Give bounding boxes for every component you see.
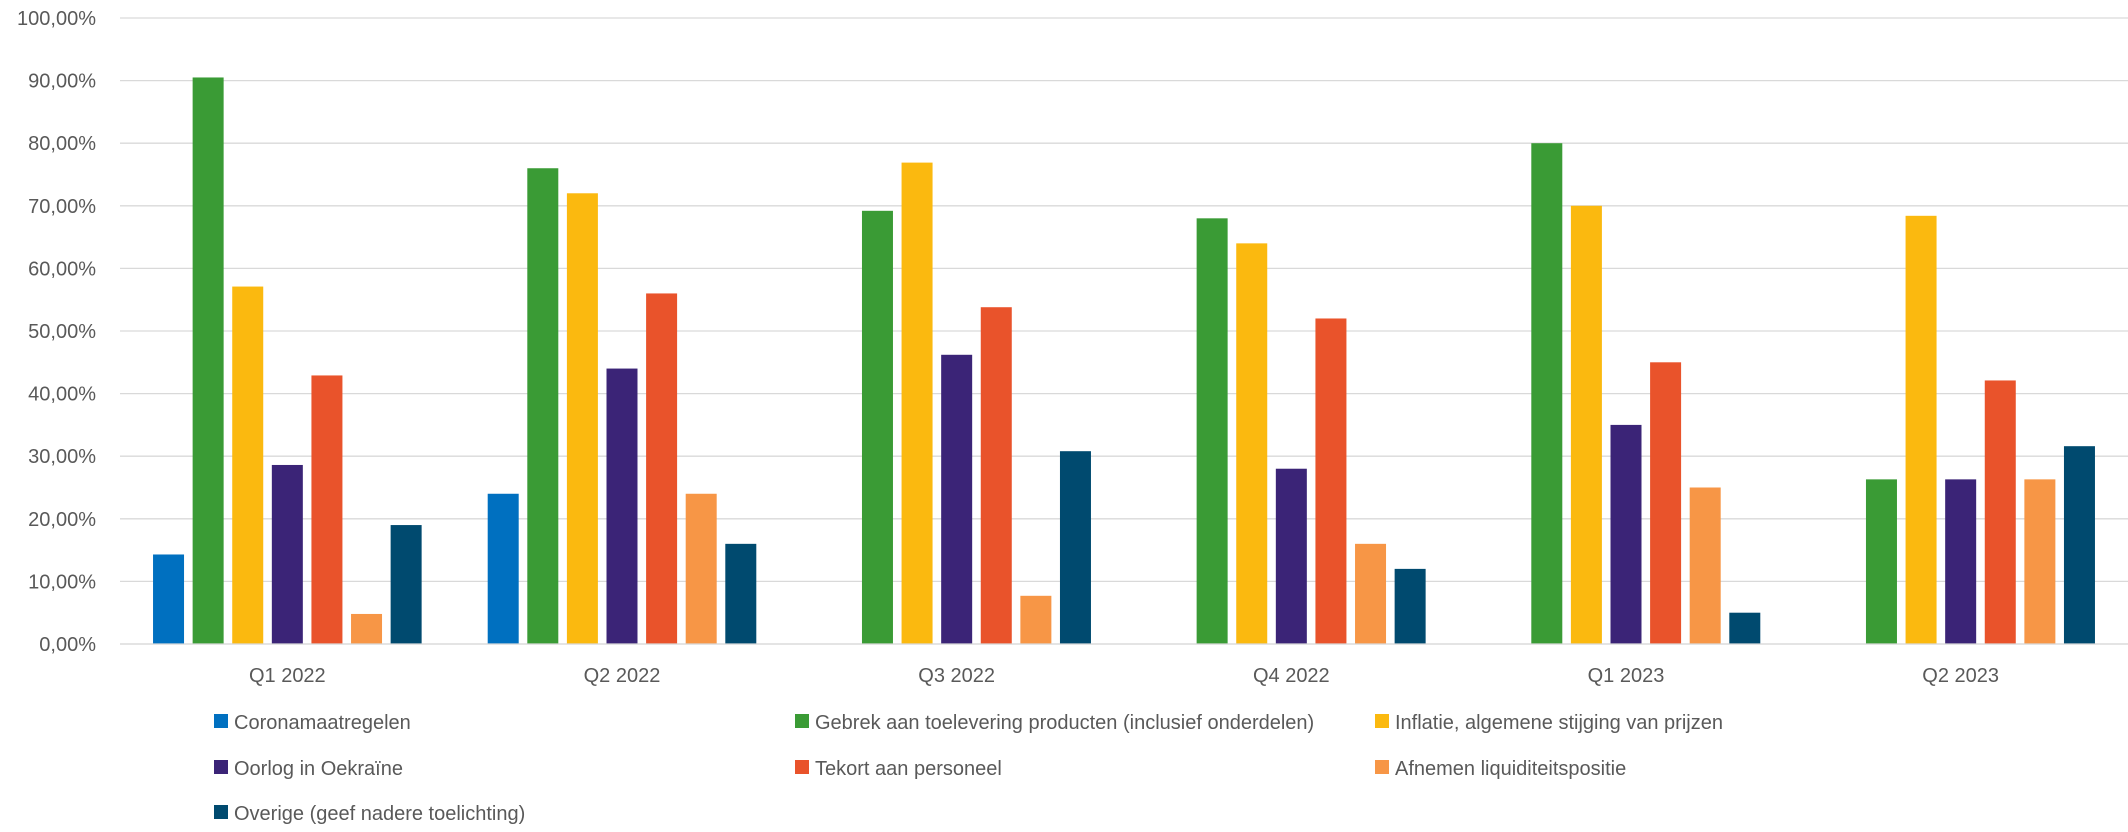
y-tick-label: 100,00% [17,8,96,30]
bar-q1-2022-series-3 [271,464,303,644]
bar-q2-2022-series-5 [685,493,717,644]
bar-q1-2023-series-5 [1689,487,1721,644]
bar-q2-2023-series-6 [2063,446,2095,644]
bar-q2-2023-series-2 [1905,215,1937,645]
bar-q3-2022-series-6 [1059,451,1091,644]
y-tick-label: 70,00% [28,196,96,218]
bar-q2-2022-series-6 [725,543,757,644]
bar-q2-2023-series-4 [1984,380,2016,644]
y-tick-label: 10,00% [28,571,96,593]
bar-q1-2023-series-4 [1650,362,1682,644]
x-tick-label: Q1 2023 [1588,665,1665,687]
legend-swatch [795,714,809,728]
legend-swatch [795,760,809,774]
y-tick-label: 50,00% [28,321,96,343]
bar-q1-2022-series-4 [311,375,343,644]
legend-label: Coronamaatregelen [234,712,411,734]
bar-q1-2023-series-6 [1729,612,1761,644]
x-axis: Q1 2022 Q2 2022 Q3 2022 Q4 2022 Q1 2023 Q2 20… [120,643,2128,687]
bar-q3-2022-series-4 [980,307,1012,644]
y-tick-label: 80,00% [28,133,96,155]
bar-q2-2023-series-5 [2024,479,2056,644]
legend-label: Oorlog in Oekraïne [234,758,403,780]
gridlines [120,17,2128,645]
x-tick-label: Q2 2023 [1922,665,1999,687]
legend-swatch [214,805,228,819]
bar-q1-2023-series-1 [1531,143,1563,644]
bar-q3-2022-series-2 [901,162,933,644]
legend-swatch [214,760,228,774]
x-tick-label: Q2 2022 [584,665,661,687]
y-tick-label: 20,00% [28,509,96,531]
y-tick-label: 30,00% [28,446,96,468]
legend: Coronamaatregelen Gebrek aan toelevering … [214,712,1723,825]
legend-swatch [1375,714,1389,728]
legend-swatch [1375,760,1389,774]
bar-q2-2022-series-2 [566,193,598,644]
bar-q2-2023-series-1 [1865,479,1897,644]
x-tick-label: Q1 2022 [249,665,326,687]
y-axis-tick-labels: 0,00% 10,00% 20,00% 30,00% 40,00% 50,00% 60,00… [17,8,96,656]
legend-label: Afnemen liquiditeitspositie [1395,758,1626,780]
bar-q4-2022-series-3 [1275,468,1307,644]
bar-q3-2022-series-5 [1020,595,1052,644]
y-tick-label: 60,00% [28,258,96,280]
y-tick-label: 0,00% [39,634,96,656]
y-tick-label: 40,00% [28,384,96,406]
bar-q4-2022-series-1 [1196,218,1228,644]
bars [153,77,2095,645]
bar-q1-2022-series-5 [351,613,383,644]
bar-q2-2022-series-4 [646,293,678,644]
bar-q4-2022-series-4 [1315,318,1347,644]
legend-swatch [214,714,228,728]
bar-q1-2022-series-0 [153,554,185,644]
x-tick-label: Q3 2022 [918,665,995,687]
legend-label: Gebrek aan toelevering producten (inclus… [815,712,1314,734]
y-tick-label: 90,00% [28,71,96,93]
bar-q1-2022-series-2 [232,286,264,644]
bar-q1-2022-series-1 [192,77,224,645]
legend-label: Tekort aan personeel [815,758,1002,780]
bar-q3-2022-series-3 [941,354,973,644]
bar-q4-2022-series-2 [1236,243,1268,645]
legend-label: Inflatie, algemene stijging van prijzen [1395,712,1723,734]
bar-q1-2022-series-6 [390,525,422,644]
bar-q4-2022-series-5 [1355,543,1387,644]
bar-q2-2022-series-1 [527,168,559,645]
bar-q2-2022-series-3 [606,368,638,644]
bar-q2-2023-series-3 [1945,479,1977,644]
bar-q4-2022-series-6 [1394,568,1426,644]
bar-q3-2022-series-1 [861,210,893,645]
bar-q2-2022-series-0 [487,493,519,644]
bar-q1-2023-series-3 [1610,424,1642,644]
x-tick-label: Q4 2022 [1253,665,1330,687]
bar-q1-2023-series-2 [1570,205,1602,645]
legend-label: Overige (geef nadere toelichting) [234,803,525,825]
